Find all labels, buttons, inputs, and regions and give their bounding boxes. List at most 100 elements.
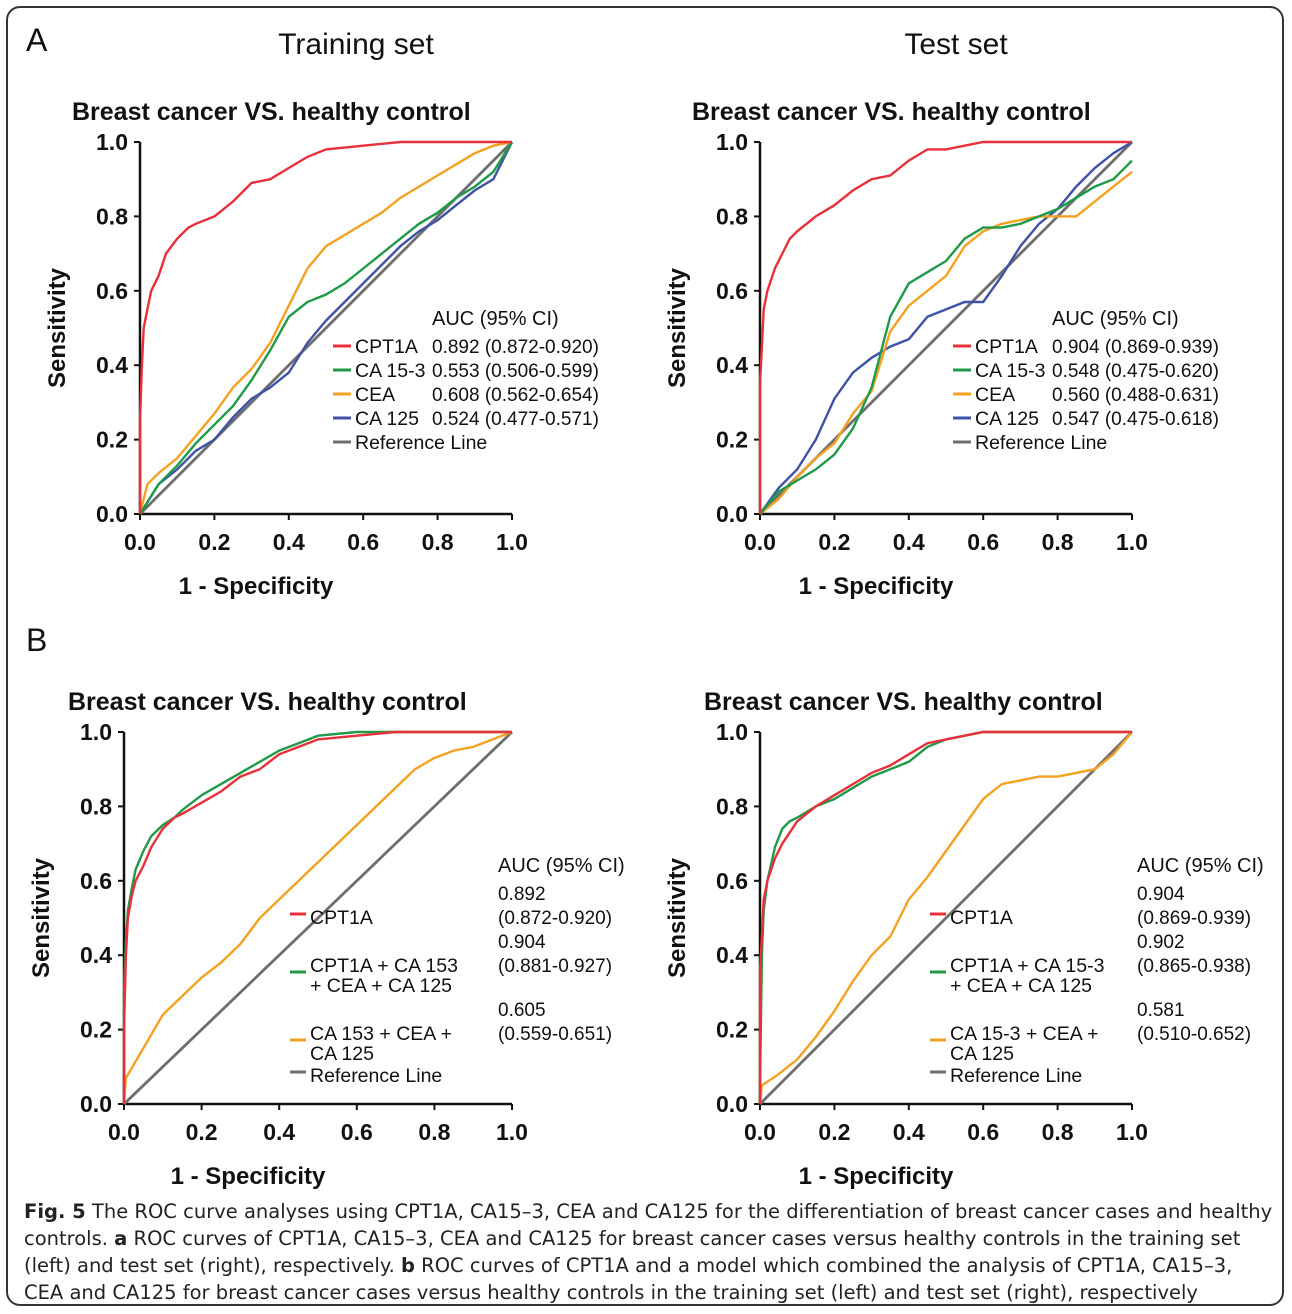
x-tick-label: 0.2: [818, 529, 850, 555]
x-tick-label: 0.2: [186, 1119, 218, 1145]
legend-label: CPT1A: [975, 336, 1038, 358]
x-tick-label: 1.0: [1116, 529, 1148, 555]
series-line: [122, 730, 513, 1105]
y-tick-label: 0.6: [80, 868, 112, 894]
caption-b-label: b: [400, 1254, 415, 1277]
legend-auc: 0.892 (0.872-0.920): [432, 337, 599, 358]
y-axis-label: Sensitivity: [664, 857, 691, 978]
roc-chart-test-b: Breast cancer VS. healthy control 0.0 0.2 0…: [664, 688, 1264, 1190]
y-axis-label: Sensitivity: [28, 857, 55, 978]
legend-label: CA 153 + CEA +: [310, 1023, 452, 1045]
legend-auc: 0.524 (0.477-0.571): [432, 409, 599, 430]
y-tick-label: 0.0: [716, 501, 748, 527]
chart-title: Breast cancer VS. healthy control: [704, 688, 1103, 716]
panel-label-a: A: [26, 22, 48, 58]
legend-label: CA 125: [355, 408, 419, 430]
legend-auc: (0.869-0.939): [1137, 908, 1251, 929]
series-line: [138, 141, 514, 515]
y-tick-label: 0.0: [80, 1091, 112, 1117]
figure-caption: Fig. 5 The ROC curve analyses using CPT1…: [24, 1198, 1274, 1306]
y-tick-label: 0.8: [716, 203, 748, 229]
legend-label: CA 125: [310, 1043, 374, 1065]
legend-auc: (0.559-0.651): [498, 1024, 612, 1045]
y-tick-label: 0.8: [80, 793, 112, 819]
series-line: [122, 730, 512, 1104]
series-line: [758, 140, 1132, 514]
series-line: [759, 159, 1133, 515]
y-tick-label: 0.4: [716, 942, 748, 968]
legend-label: CPT1A: [310, 907, 373, 929]
series-line: [138, 140, 512, 514]
x-tick-label: 0.8: [1042, 1119, 1074, 1145]
caption-fig-label: Fig. 5: [24, 1200, 86, 1223]
legend-label: CA 15-3 + CEA +: [950, 1023, 1099, 1045]
x-axis-label: 1 - Specificity: [799, 1163, 954, 1190]
legend-auc: 0.902: [1137, 932, 1185, 953]
x-tick-label: 0.0: [108, 1119, 140, 1145]
y-tick-label: 1.0: [80, 719, 112, 745]
caption-a-label: a: [114, 1227, 128, 1250]
legend-label: CEA: [355, 384, 395, 406]
legend-label: CPT1A: [355, 336, 418, 358]
legend-auc: 0.581: [1137, 1000, 1185, 1021]
y-tick-label: 1.0: [96, 129, 128, 155]
x-tick-label: 0.2: [818, 1119, 850, 1145]
roc-chart-test-a: Breast cancer VS. healthy control 0.0 0.2 0…: [664, 98, 1219, 600]
y-tick-label: 1.0: [716, 129, 748, 155]
caption-intro: The ROC curve analyses using CPT1A, CA15…: [24, 1200, 1273, 1250]
series-line: [758, 731, 1133, 1105]
legend-auc: 0.548 (0.475-0.620): [1052, 361, 1219, 382]
x-axis-label: 1 - Specificity: [171, 1163, 326, 1190]
legend-auc: 0.904 (0.869-0.939): [1052, 337, 1219, 358]
panel-label-b: B: [26, 622, 48, 658]
series-line: [138, 141, 514, 515]
legend-label: CA 15-3: [975, 360, 1045, 382]
legend-auc: 0.547 (0.475-0.618): [1052, 409, 1219, 430]
series-line: [759, 170, 1133, 515]
y-tick-label: 0.4: [96, 352, 128, 378]
x-tick-label: 0.0: [744, 1119, 776, 1145]
reference-line: [759, 731, 1133, 1105]
x-tick-label: 0.0: [744, 529, 776, 555]
figure-frame: [6, 6, 1284, 1306]
y-tick-label: 1.0: [716, 719, 748, 745]
series-line: [759, 140, 1133, 515]
y-tick-label: 0.2: [716, 1017, 748, 1043]
x-tick-label: 0.0: [124, 529, 156, 555]
x-axis-label: 1 - Specificity: [179, 573, 334, 600]
series-line: [138, 140, 513, 515]
x-tick-label: 1.0: [1116, 1119, 1148, 1145]
y-axis-label: Sensitivity: [664, 267, 691, 388]
y-tick-label: 0.6: [716, 868, 748, 894]
y-tick-label: 0.8: [96, 203, 128, 229]
legend-auc: 0.904: [498, 932, 546, 953]
legend-label: CPT1A + CA 15-3: [950, 955, 1104, 977]
legend-label: CA 125: [950, 1043, 1014, 1065]
legend-auc: 0.904: [1137, 884, 1185, 905]
legend-auc: (0.865-0.938): [1137, 956, 1251, 977]
legend-header: AUC (95% CI): [1137, 855, 1264, 877]
y-tick-label: 0.2: [80, 1017, 112, 1043]
training-set-title: Training set: [278, 28, 434, 61]
y-tick-label: 0.8: [716, 793, 748, 819]
y-axis-label: Sensitivity: [44, 267, 71, 388]
series-line: [758, 730, 1132, 1104]
legend-label: + CEA + CA 125: [310, 975, 452, 997]
y-tick-label: 0.2: [716, 427, 748, 453]
y-tick-label: 0.2: [96, 427, 128, 453]
x-tick-label: 0.8: [1042, 529, 1074, 555]
x-tick-label: 1.0: [496, 1119, 528, 1145]
x-tick-label: 0.6: [341, 1119, 373, 1145]
x-axis-label: 1 - Specificity: [799, 573, 954, 600]
x-tick-label: 0.4: [273, 529, 305, 555]
chart-title: Breast cancer VS. healthy control: [692, 98, 1091, 126]
legend-label: CA 125: [975, 408, 1039, 430]
legend-label: Reference Line: [355, 432, 487, 454]
roc-chart-training-a: Breast cancer VS. healthy control 0.0 0.2 0…: [44, 98, 599, 600]
x-tick-label: 0.6: [967, 529, 999, 555]
x-tick-label: 0.4: [893, 1119, 925, 1145]
chart-title: Breast cancer VS. healthy control: [72, 98, 471, 126]
x-tick-label: 1.0: [496, 529, 528, 555]
legend-label: CA 15-3: [355, 360, 425, 382]
x-tick-label: 0.4: [263, 1119, 295, 1145]
